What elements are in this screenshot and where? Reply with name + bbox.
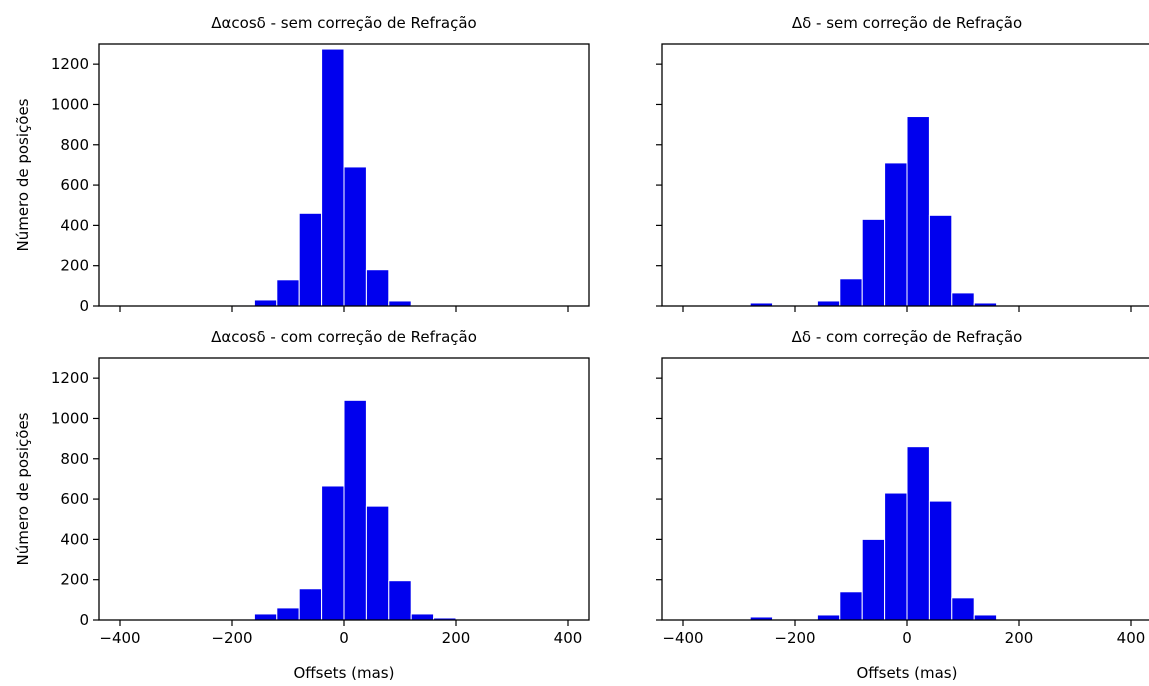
y-tick-label: 1200 [51,55,89,73]
y-tick-group: 0 200 400 600 800 1000 1200 [51,55,99,315]
plot-frame [98,357,590,621]
y-tick-label: 0 [79,611,89,629]
histogram-bar [861,218,886,307]
bar-group [749,446,998,621]
y-tick-label: 200 [60,257,89,275]
histogram-bar [343,166,367,307]
histogram-bar [298,588,323,621]
y-tick-group [656,63,662,307]
y-tick-label: 1000 [51,409,89,427]
x-tick-label: −200 [211,629,252,647]
x-tick-label: −200 [774,629,815,647]
panel-title: Δδ - com correção de Refração [792,328,1023,346]
y-axis-label-bottom: Número de posições [14,412,32,565]
histogram-bar [884,492,908,621]
y-axis-label-top: Número de posições [14,98,32,251]
x-tick-label: 400 [554,629,583,647]
y-tick-label: 400 [60,530,89,548]
histogram-bar [321,485,345,621]
histogram-bar [816,300,841,307]
histogram-bar [388,580,412,621]
x-tick-label: −400 [662,629,703,647]
panel-title: Δαcosδ - com correção de Refração [211,328,477,346]
histogram-bar [276,607,300,621]
histogram-bar [928,214,953,307]
histogram-bar [321,48,345,307]
x-tick-group: −400 −200 0 200 400 [662,620,1145,647]
histogram-bar [276,279,300,307]
panel-dec-with-refraction: Δδ - com correção de Refração −400 −200 0 2… [656,328,1149,647]
plot-frame [661,357,1149,621]
y-tick-label: 600 [60,176,89,194]
histogram-bar [253,299,278,307]
y-tick-label: 0 [79,297,89,315]
histogram-bar [365,269,390,307]
histogram-bar [884,162,908,307]
x-tick-group [119,306,569,312]
plot-frame [98,43,590,307]
x-tick-group [682,306,1132,312]
y-tick-label: 400 [60,216,89,234]
histogram-bar [951,597,975,621]
x-tick-group: −400 −200 0 200 400 [99,620,582,647]
histogram-bar [410,613,435,621]
histogram-bar [388,300,412,307]
histogram-bar [928,500,953,621]
histogram-bar [298,212,323,307]
histogram-bar [973,614,998,621]
panel-title: Δδ - sem correção de Refração [792,14,1022,32]
y-tick-label: 800 [60,136,89,154]
y-tick-label: 200 [60,571,89,589]
y-tick-label: 600 [60,490,89,508]
x-tick-label: 0 [339,629,349,647]
panel-dec-without-refraction: Δδ - sem correção de Refração [656,14,1149,312]
x-tick-label: −400 [99,629,140,647]
x-tick-label: 200 [1005,629,1034,647]
panel-ra-with-refraction: Δαcosδ - com correção de Refração 0 200 40… [51,328,590,647]
bar-group [749,116,998,307]
histogram-bar [951,292,975,307]
histogram-bar [253,613,278,621]
histogram-bar [906,446,930,621]
histogram-bar [839,278,863,307]
x-axis-label-right: Offsets (mas) [857,664,958,682]
histogram-bar [861,538,886,621]
x-tick-label: 0 [902,629,912,647]
histogram-bar [816,614,841,621]
plot-frame [661,43,1149,307]
panel-title: Δαcosδ - sem correção de Refração [211,14,476,32]
x-tick-label: 400 [1117,629,1146,647]
x-axis-label-left: Offsets (mas) [294,664,395,682]
histogram-bar [839,591,863,621]
x-tick-label: 200 [442,629,471,647]
panel-ra-without-refraction: Δαcosδ - sem correção de Refração 0 200 40… [51,14,590,315]
histogram-bar [906,116,930,307]
y-tick-label: 800 [60,450,89,468]
histogram-bar [343,399,367,621]
y-tick-label: 1200 [51,369,89,387]
y-tick-group: 0 200 400 600 800 1000 1200 [51,369,99,629]
y-tick-group [656,377,662,621]
y-tick-label: 1000 [51,95,89,113]
histogram-bar [365,505,390,621]
